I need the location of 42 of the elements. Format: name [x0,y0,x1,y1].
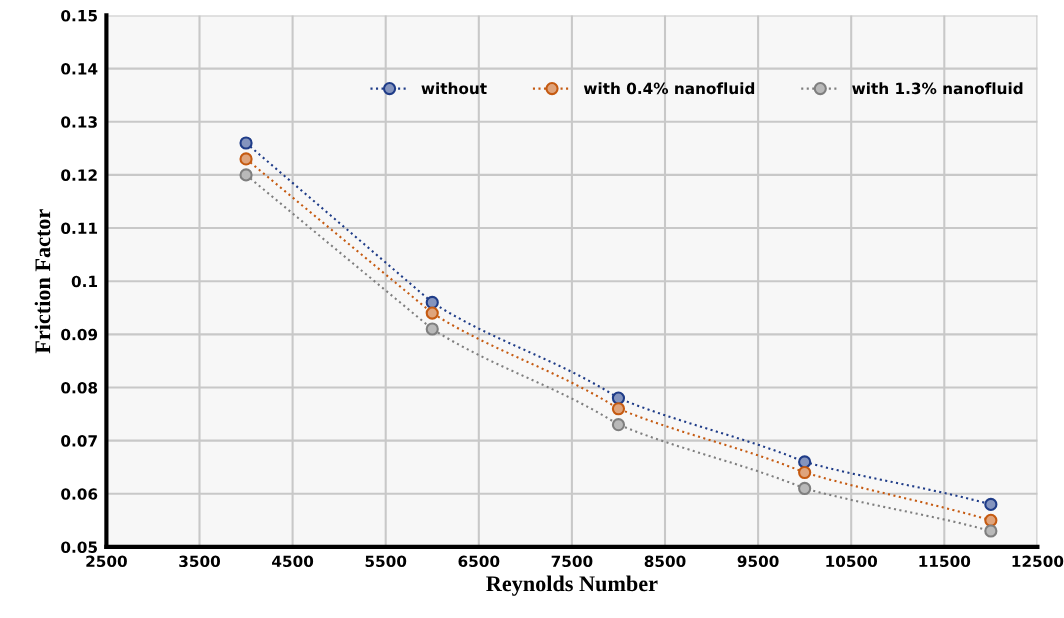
x-tick-label: 12500 [1012,555,1064,568]
x-tick-label: 6500 [458,555,500,568]
point [611,418,626,432]
legend-label: with 1.3% nanofluid [852,82,1023,95]
y-tick-label: 0.14 [61,63,98,75]
x-tick-label: 2500 [86,555,127,568]
point [798,481,812,496]
point [425,306,439,320]
y-tick-label: 0.12 [61,169,97,181]
x-tick-label: 10500 [826,555,878,568]
point [984,524,998,538]
y-tick-label: 0.15 [61,9,97,22]
legend-label: without [421,82,487,95]
y-tick-label: 0.13 [61,116,97,128]
point [984,497,998,512]
x-tick-label: 3500 [179,555,221,568]
y-tick-label: 0.1 [71,275,98,288]
point [611,391,626,405]
x-tick-label: 4500 [272,555,314,568]
x-tick-label: 8500 [644,555,686,568]
x-axis-title: Reynolds Number [486,575,658,596]
y-tick-label: 0.09 [61,328,98,341]
y-tick-label: 0.06 [61,488,98,500]
point [239,152,253,166]
y-tick-label: 0.07 [61,435,97,447]
x-tick-label: 11500 [919,555,971,568]
point [239,136,253,150]
y-tick-label: 0.11 [61,222,98,235]
point [984,513,998,527]
point [425,322,439,336]
y-tick-label: 0.05 [61,541,97,553]
y-tick-label: 0.08 [61,381,98,394]
x-tick-label: 7500 [551,555,593,568]
x-tick-label: 5500 [365,555,407,568]
point [239,168,253,182]
point [798,455,812,469]
y-axis-title: Friction Factor [34,209,51,354]
x-tick-label: 9500 [737,555,779,568]
legend-label: with 0.4% nanofluid [583,82,755,95]
point [425,295,439,310]
point [611,402,626,416]
point [798,465,812,480]
